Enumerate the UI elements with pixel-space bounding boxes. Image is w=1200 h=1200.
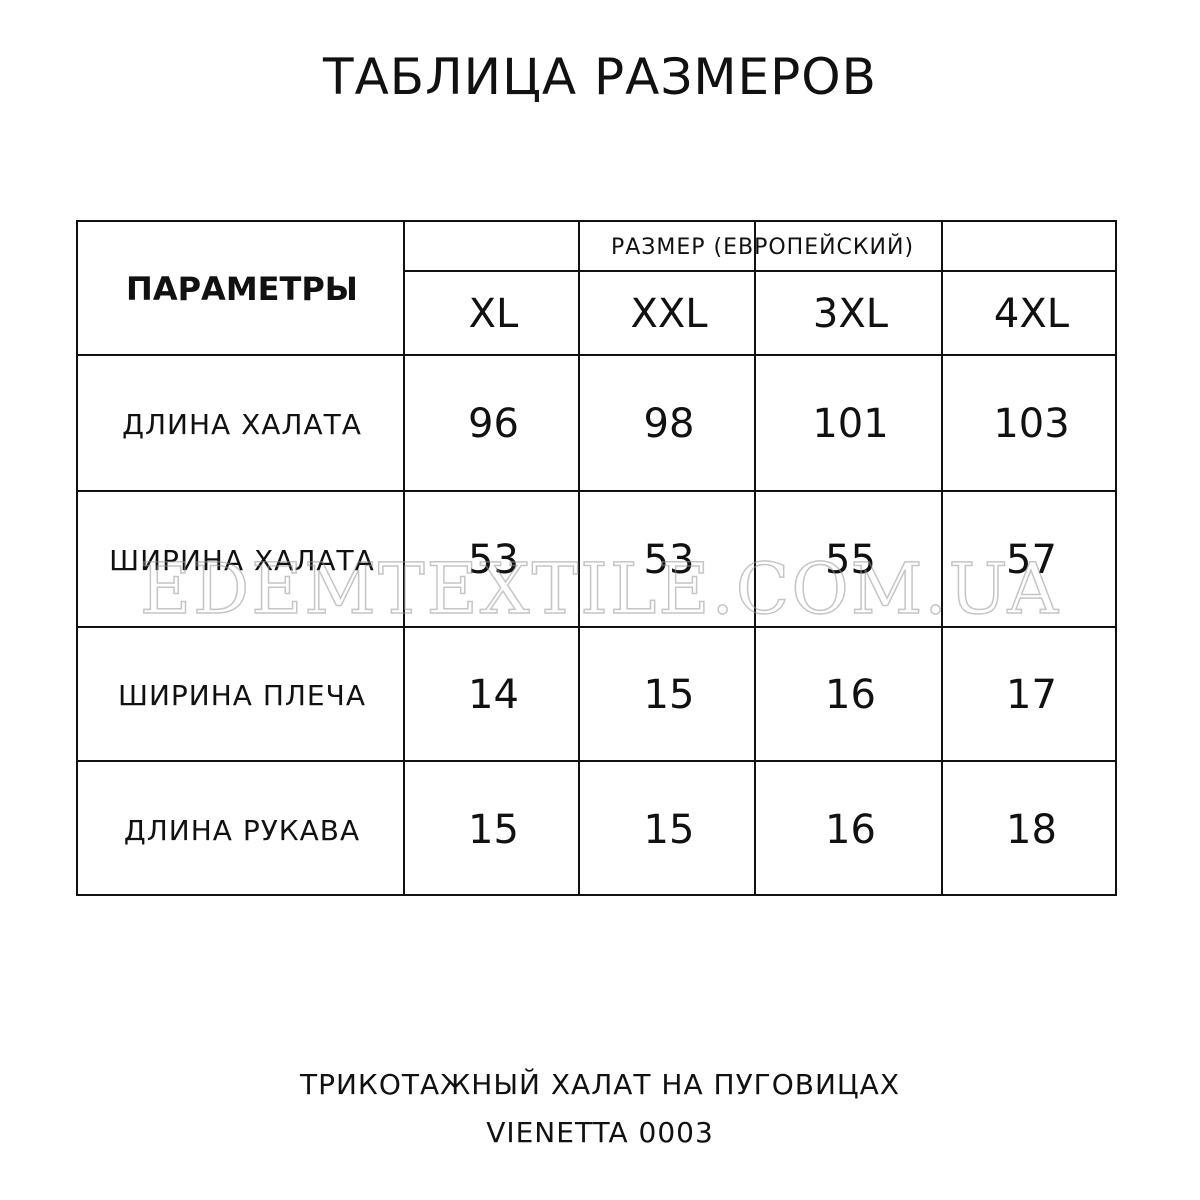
column-divider: [754, 222, 756, 894]
table-cell: 14: [468, 672, 519, 718]
row-label: ШИРИНА ПЛЕЧА: [118, 678, 366, 712]
table-cell: 18: [1006, 807, 1057, 853]
column-divider: [403, 222, 405, 894]
table-cell: 15: [643, 807, 695, 853]
column-divider: [578, 222, 580, 894]
table-cell: 55: [825, 537, 876, 583]
row-divider: [78, 354, 1115, 356]
page-title: ТАБЛИЦА РАЗМЕРОВ: [323, 48, 877, 106]
product-name: ТРИКОТАЖНЫЙ ХАЛАТ НА ПУГОВИЦАХ: [300, 1068, 900, 1101]
table-cell: 15: [468, 807, 519, 853]
row-divider: [78, 760, 1115, 762]
table-cell: 53: [643, 537, 695, 583]
table-cell: 17: [1006, 672, 1057, 718]
table-cell: 103: [993, 401, 1070, 447]
row-label: ДЛИНА ХАЛАТА: [122, 407, 362, 441]
table-cell: 15: [643, 672, 695, 718]
table-cell: 53: [468, 537, 519, 583]
table-cell: 57: [1006, 537, 1057, 583]
row-label: ШИРИНА ХАЛАТА: [109, 543, 375, 577]
params-header: ПАРАМЕТРЫ: [126, 270, 358, 308]
column-divider: [941, 222, 943, 894]
size-label-xxl: XXL: [630, 291, 708, 337]
table-cell: 101: [812, 401, 889, 447]
table-cell: 98: [643, 401, 695, 447]
table-cell: 96: [468, 401, 519, 447]
table-cell: 16: [825, 672, 876, 718]
size-label-xl: XL: [468, 291, 519, 337]
row-divider: [403, 270, 1116, 272]
size-label-3xl: 3XL: [812, 291, 889, 337]
row-divider: [78, 626, 1115, 628]
size-header: РАЗМЕР (ЕВРОПЕЙСКИЙ): [610, 234, 915, 260]
row-label: ДЛИНА РУКАВА: [123, 813, 361, 847]
product-model: VIENETTA 0003: [486, 1116, 714, 1149]
table-cell: 16: [825, 807, 876, 853]
size-label-4xl: 4XL: [993, 291, 1070, 337]
row-divider: [78, 490, 1115, 492]
size-table: ПАРАМЕТРЫ РАЗМЕР (ЕВРОПЕЙСКИЙ) XL XXL 3XL 4XL…: [76, 220, 1117, 896]
